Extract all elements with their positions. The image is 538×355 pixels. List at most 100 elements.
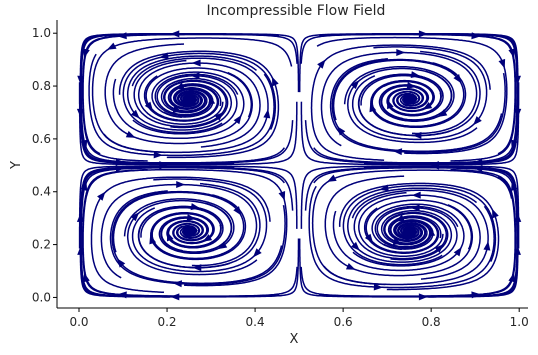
stream-arrow bbox=[97, 191, 106, 201]
stream-arrow bbox=[410, 204, 420, 212]
y-tick-label: 0.0 bbox=[32, 290, 51, 304]
streamline bbox=[132, 74, 238, 135]
stream-arrow bbox=[182, 229, 192, 239]
streamline bbox=[343, 66, 455, 122]
streamline bbox=[78, 82, 298, 166]
stream-arrow bbox=[208, 95, 216, 105]
y-tick-label: 0.2 bbox=[32, 238, 51, 252]
streamline bbox=[91, 37, 293, 154]
stream-arrow bbox=[159, 161, 169, 169]
streamline bbox=[104, 43, 253, 145]
stream-arrow bbox=[392, 238, 403, 245]
stream-arrow bbox=[350, 80, 360, 90]
x-tick-label: 0.0 bbox=[69, 315, 88, 329]
stream-arrow bbox=[437, 109, 448, 117]
labels: Incompressible Flow Field X Y bbox=[9, 3, 385, 347]
streamline bbox=[133, 59, 227, 128]
streamline bbox=[100, 183, 258, 279]
x-tick-label: 0.6 bbox=[334, 315, 353, 329]
stream-arrow bbox=[492, 208, 499, 219]
stream-arrow bbox=[190, 72, 200, 80]
stream-arrow bbox=[513, 245, 521, 255]
stream-arrow bbox=[402, 97, 413, 107]
stream-arrow bbox=[106, 42, 117, 50]
axes: 0.0 0.2 0.4 0.6 0.8 1.0 0.0 0.2 0.4 0.6 0.8 1.0 bbox=[32, 20, 529, 329]
chart-title: Incompressible Flow Field bbox=[207, 3, 386, 19]
stream-arrow bbox=[144, 101, 154, 111]
stream-arrow bbox=[80, 181, 88, 192]
stream-arrow bbox=[189, 226, 199, 236]
stream-arrow bbox=[513, 75, 521, 85]
streamline bbox=[112, 71, 245, 140]
stream-arrow bbox=[453, 247, 462, 257]
streamline bbox=[137, 62, 261, 148]
stream-arrow bbox=[337, 126, 346, 136]
x-axis-label: X bbox=[290, 332, 299, 347]
stream-arrow bbox=[77, 245, 85, 255]
stream-arrow bbox=[428, 227, 436, 237]
stream-arrow bbox=[125, 130, 136, 138]
stream-arrow bbox=[82, 48, 90, 58]
stream-arrow bbox=[170, 293, 180, 301]
streamline bbox=[82, 33, 298, 155]
stream-arrow bbox=[263, 108, 271, 119]
stream-arrow bbox=[170, 30, 180, 38]
stream-arrow bbox=[514, 108, 522, 118]
stream-arrow bbox=[514, 212, 522, 222]
stream-arrow bbox=[345, 262, 356, 270]
stream-arrow bbox=[130, 212, 140, 222]
streamline bbox=[131, 178, 268, 273]
streamline bbox=[126, 55, 257, 131]
stream-arrow bbox=[174, 82, 185, 90]
streamline bbox=[112, 191, 245, 260]
streamline bbox=[329, 58, 506, 153]
stream-arrow bbox=[271, 76, 279, 87]
stream-arrow bbox=[115, 165, 125, 173]
streamline bbox=[122, 52, 277, 134]
stream-arrow bbox=[473, 165, 483, 173]
streamline bbox=[324, 175, 474, 277]
stream-arrow bbox=[373, 283, 383, 291]
streamline bbox=[82, 176, 298, 297]
y-tick-label: 1.0 bbox=[32, 26, 51, 40]
streamline bbox=[308, 185, 495, 289]
y-axis-label: Y bbox=[9, 161, 24, 170]
stream-arrow bbox=[364, 233, 374, 243]
stream-arrow bbox=[483, 241, 491, 251]
streamline bbox=[342, 184, 497, 266]
x-tick-label: 0.2 bbox=[157, 315, 176, 329]
y-tick-label: 0.6 bbox=[32, 132, 51, 146]
streamline bbox=[126, 199, 258, 276]
stream-arrow bbox=[214, 112, 224, 121]
stream-arrow bbox=[233, 206, 242, 216]
stream-arrow bbox=[327, 174, 337, 182]
stream-arrow bbox=[396, 48, 406, 56]
stream-arrow bbox=[190, 203, 201, 211]
x-tick-label: 0.4 bbox=[246, 315, 265, 329]
stream-arrow bbox=[379, 184, 389, 192]
streamline bbox=[138, 182, 261, 269]
stream-arrow bbox=[253, 248, 262, 258]
stream-arrow bbox=[473, 116, 482, 126]
streamline bbox=[332, 203, 465, 272]
stream-arrow bbox=[233, 114, 242, 125]
stream-arrow bbox=[498, 58, 506, 69]
stream-arrow bbox=[471, 291, 481, 299]
stream-arrow bbox=[130, 109, 140, 119]
stream-arrow bbox=[402, 224, 413, 233]
stream-arrow bbox=[202, 234, 213, 242]
y-tick-label: 0.4 bbox=[32, 185, 51, 199]
stream-arrow bbox=[317, 59, 326, 69]
stream-arrow bbox=[508, 48, 516, 58]
stream-arrow bbox=[186, 214, 197, 222]
streamline bbox=[311, 169, 513, 286]
x-tick-label: 1.0 bbox=[510, 315, 529, 329]
stream-arrow bbox=[411, 191, 421, 199]
streamline bbox=[78, 165, 298, 249]
stream-arrow bbox=[511, 139, 518, 150]
stream-arrow bbox=[117, 291, 127, 299]
stream-arrow bbox=[172, 106, 183, 113]
stream-arrow bbox=[153, 151, 163, 159]
